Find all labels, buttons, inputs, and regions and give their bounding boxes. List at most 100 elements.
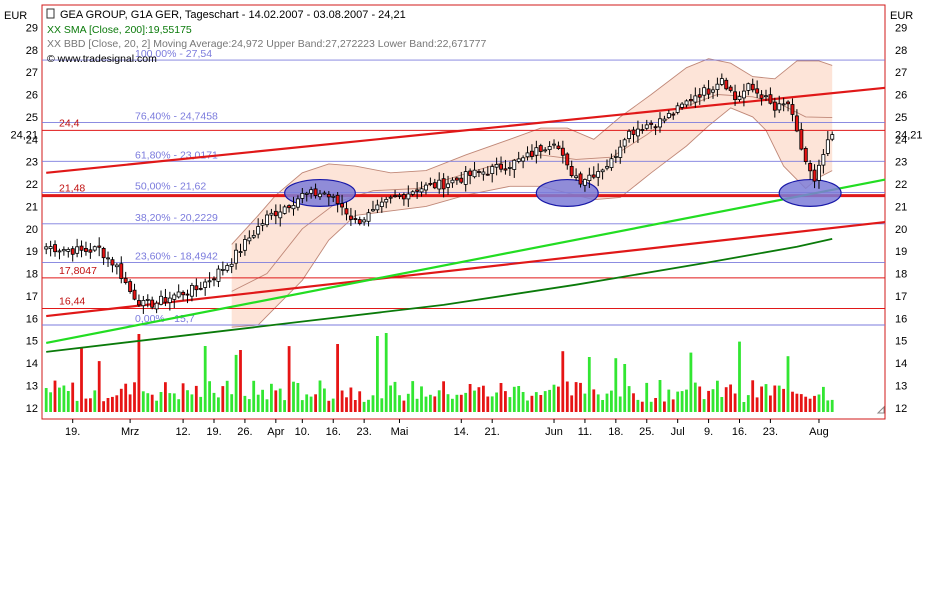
candle-body	[640, 129, 645, 131]
chart-window: 100,00% - 27,54 76,40% - 24,7458 61,80% - …	[4, 4, 923, 438]
volume-bar	[482, 385, 485, 412]
candle-body	[547, 146, 552, 150]
volume-bar	[649, 401, 653, 412]
candle-body	[44, 246, 49, 250]
y-tick-right: 21	[895, 201, 907, 213]
volume-bar	[376, 336, 379, 412]
volume-bar	[194, 385, 198, 412]
volume-bar	[106, 398, 110, 412]
volume-bar	[565, 381, 569, 412]
resize-grip-icon[interactable]	[876, 405, 885, 414]
candle-body	[605, 166, 609, 169]
volume-bar	[782, 388, 785, 412]
candle-body	[777, 103, 782, 111]
candle-body	[317, 193, 322, 198]
candle-body	[825, 139, 830, 154]
candle-body	[101, 247, 106, 259]
candle-body	[366, 212, 371, 222]
candle-body	[728, 86, 733, 91]
volume-bar	[707, 390, 710, 412]
candle-body	[538, 145, 543, 152]
candle-body	[697, 94, 702, 98]
candle-body	[441, 178, 446, 190]
candle-body	[516, 158, 521, 162]
volume-bar	[141, 391, 145, 412]
candle-body	[410, 191, 415, 195]
volume-bar	[826, 400, 830, 412]
volume-bar	[610, 390, 613, 412]
candle-body	[521, 157, 526, 162]
volume-bar	[221, 386, 225, 412]
volume-bar	[181, 383, 185, 412]
x-axis: 19. Mrz 12. 19. 26. Apr 10. 16. 23. Mai 14. 21. Jun 1…	[65, 419, 829, 438]
candle-body	[167, 297, 172, 304]
candle-body	[220, 268, 225, 271]
volume-bar	[327, 400, 331, 412]
candle-body	[715, 83, 720, 90]
y-tick-left: 25	[26, 112, 38, 124]
volume-bar	[574, 382, 578, 412]
trend-line-2	[45, 178, 886, 344]
volume-bar	[261, 389, 264, 412]
candle-body	[88, 249, 93, 253]
y-tick-left: 28	[26, 45, 38, 57]
volume-bar	[552, 384, 556, 412]
candle-body	[543, 149, 548, 152]
y-axis: 12 12 13 13 14 14 15 15 16 16 17 17 18 18 19 19 20 20 21 21…	[10, 22, 922, 414]
volume-bar	[702, 399, 706, 412]
candle-body	[653, 126, 658, 129]
volume-bar	[225, 380, 229, 412]
volume-bar	[623, 364, 627, 412]
candle-body	[799, 129, 804, 150]
candle-body	[128, 281, 133, 293]
candle-body	[746, 83, 751, 91]
x-tick-label: Jun	[545, 426, 563, 438]
volume-bar	[799, 394, 803, 412]
volume-bar	[406, 393, 410, 412]
volume-bar	[239, 350, 242, 412]
candle-body	[755, 88, 760, 94]
y-tick-right: 29	[895, 22, 907, 34]
candle-body	[693, 95, 698, 103]
candle-body	[273, 210, 278, 217]
volume-bar	[534, 392, 538, 412]
volume-bar	[155, 400, 158, 412]
candle-body	[675, 105, 680, 113]
candle-body	[658, 118, 662, 128]
volume-bar	[53, 380, 57, 412]
x-tick-label: Apr	[267, 426, 284, 438]
candle-body	[680, 103, 684, 108]
fib-label-4: 38,20% - 20,2229	[135, 212, 218, 224]
candle-body	[671, 113, 676, 116]
x-tick-label: 21.	[485, 426, 500, 438]
volume-bar	[292, 381, 295, 412]
candle-body	[406, 193, 411, 200]
volume-bar	[137, 334, 141, 412]
candlesticks	[44, 73, 835, 314]
x-tick-label: Aug	[809, 426, 829, 438]
volume-bar	[89, 398, 92, 412]
volume-bar	[521, 392, 525, 412]
volume-bar	[773, 385, 777, 412]
x-tick-label: 19.	[206, 426, 221, 438]
candle-body	[247, 237, 252, 242]
volume-bar	[133, 382, 136, 412]
trend-line-0	[46, 86, 886, 174]
volume-bar	[411, 381, 415, 412]
volume-bar	[751, 380, 755, 412]
candle-body	[415, 189, 420, 192]
volume-bar	[689, 352, 693, 412]
candle-body	[485, 173, 490, 176]
volume-bar	[517, 386, 521, 412]
volume-bar	[208, 381, 211, 412]
candle-body	[348, 215, 353, 220]
candle-body	[437, 179, 442, 190]
volume-bar	[44, 388, 48, 412]
volume-bar	[287, 346, 291, 412]
x-tick-label: 10.	[295, 426, 310, 438]
hline-label-2: 17,8047	[59, 265, 97, 277]
volume-bar	[543, 391, 547, 412]
volume-bar	[477, 387, 481, 412]
volume-bar	[424, 396, 428, 412]
fib-label-5: 23,60% - 18,4942	[135, 250, 218, 262]
